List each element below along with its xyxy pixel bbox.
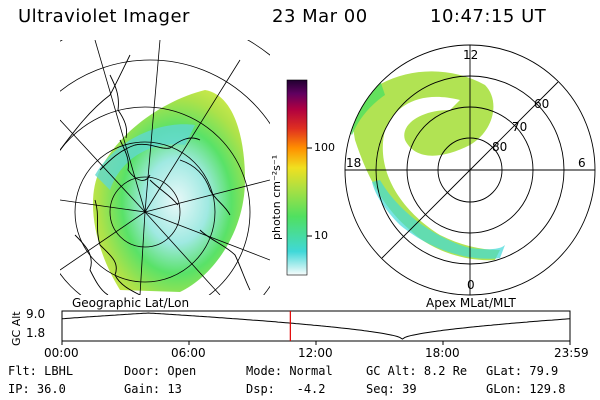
- date-label: 23 Mar 00: [272, 6, 368, 27]
- gc-alt-info: GC Alt: 8.2 Re: [366, 364, 468, 378]
- app-title: Ultraviolet Imager: [18, 6, 190, 27]
- time-label: 10:47:15 UT: [430, 6, 547, 27]
- filter-info: Flt: LBHL: [8, 364, 74, 378]
- door-info: Door: Open: [124, 364, 197, 378]
- geographic-map-panel: [60, 40, 270, 295]
- mlt-label-18: 18: [346, 156, 362, 170]
- mode-info: Mode: Normal: [246, 364, 333, 378]
- glat-info: GLat: 79.9: [486, 364, 559, 378]
- apex-polar-panel: [344, 44, 596, 296]
- aurora-arc-left: [95, 124, 195, 190]
- colorbar: [286, 79, 312, 276]
- ip-info: IP: 36.0: [8, 382, 66, 396]
- timeline-axis-label: GC Alt: [10, 311, 23, 346]
- timeline-plot: [61, 310, 571, 345]
- dsp-info: Dsp: -4.2: [246, 382, 326, 396]
- glon-info: GLon: 129.8: [486, 382, 566, 396]
- apex-caption: Apex MLat/MLT: [426, 296, 516, 310]
- mlt-label-12: 12: [463, 48, 479, 62]
- aurora-oval-right: [350, 71, 500, 261]
- lat-label-80: 80: [492, 140, 508, 154]
- colorbar-tick-10: 10: [314, 229, 328, 242]
- mlt-label-6: 6: [578, 156, 586, 170]
- timeline-y-bottom: 1.8: [26, 326, 46, 340]
- mlt-label-0: 0: [467, 278, 475, 292]
- timeline-tick-0600: 06:00: [171, 346, 206, 360]
- aurora-emission-left: [92, 90, 245, 292]
- colorbar-unit-label: photon cm⁻²s⁻¹: [270, 154, 283, 240]
- lat-label-60: 60: [534, 97, 550, 111]
- colorbar-gradient: [286, 79, 308, 276]
- timeline-tick-0000: 00:00: [44, 346, 79, 360]
- timeline-tick-2359: 23:59: [554, 346, 589, 360]
- timeline-tick-1800: 18:00: [425, 346, 460, 360]
- lat-label-70: 70: [512, 120, 528, 134]
- gain-info: Gain: 13: [124, 382, 182, 396]
- orbit-altitude-curve: [61, 312, 571, 340]
- timeline-tick-1200: 12:00: [298, 346, 333, 360]
- coastline-outline: [60, 54, 251, 295]
- geographic-caption: Geographic Lat/Lon: [72, 296, 190, 310]
- timeline-y-top: 9.0: [26, 307, 46, 321]
- colorbar-tick-100: 100: [314, 141, 335, 154]
- seq-info: Seq: 39: [366, 382, 417, 396]
